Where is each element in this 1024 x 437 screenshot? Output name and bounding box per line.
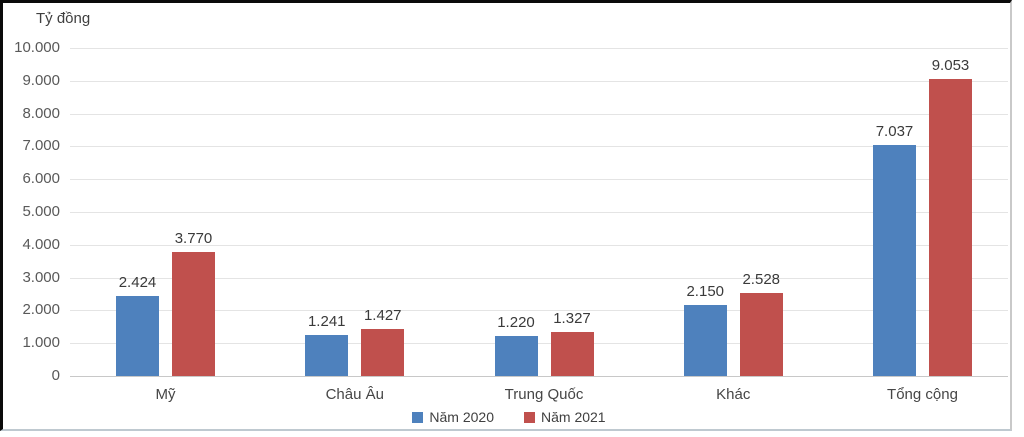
gridline: [70, 244, 1008, 246]
y-tick-label: 7.000: [22, 137, 60, 155]
bar: [305, 335, 349, 376]
bar-value-label: 1.427: [363, 307, 402, 325]
bar-value-label: 1.241: [307, 313, 346, 331]
bar-value-label: 2.150: [686, 283, 725, 301]
legend-item: Năm 2021: [524, 409, 606, 425]
y-tick-label: 0: [51, 367, 60, 384]
bar-value-label: 2.424: [118, 274, 157, 292]
gridline: [70, 179, 1008, 181]
gridline: [70, 80, 1008, 82]
gridline: [70, 310, 1008, 312]
x-category-label: Khác: [716, 386, 751, 403]
legend: Năm 2020 Năm 2021: [3, 409, 1015, 425]
bar: [550, 332, 594, 376]
y-tick-label: 1.000: [22, 334, 60, 352]
bar: [116, 296, 159, 376]
y-tick-label: 5.000: [22, 203, 60, 220]
bar: [172, 252, 215, 376]
gridline: [70, 343, 1008, 345]
legend-swatch: [524, 411, 535, 423]
y-tick-label: 3.000: [22, 268, 60, 286]
gridline: [70, 376, 1008, 377]
gridline: [70, 212, 1008, 213]
gridline: [70, 48, 1008, 49]
bar-value-label: 1.220: [497, 313, 535, 331]
x-category-label: Tổng cộng: [887, 386, 958, 403]
legend-swatch: [412, 411, 424, 423]
bar-value-label: 3.770: [174, 230, 213, 248]
gridline: [70, 146, 1008, 148]
bar: [494, 335, 538, 376]
legend-label: Năm 2020: [429, 409, 494, 425]
bar: [361, 329, 405, 376]
bar-value-label: 7.037: [875, 123, 914, 141]
bar-value-label: 1.327: [553, 310, 591, 328]
y-tick-label: 4.000: [22, 235, 60, 253]
x-category-label: Trung Quốc: [504, 386, 584, 403]
legend-item: Năm 2020: [412, 409, 494, 425]
bar: [929, 79, 972, 376]
y-tick-label: 2.000: [22, 301, 60, 319]
gridline: [70, 113, 1008, 115]
chart-frame: Tỷ đồng 0 1.000 2.000 3.000 4.000 5.000 6.000 7…: [0, 0, 1012, 431]
gridline: [70, 277, 1008, 279]
x-category-label: Châu Âu: [325, 386, 384, 403]
y-tick-label: 9.000: [22, 71, 60, 89]
bar-value-label: 2.528: [742, 271, 781, 289]
bar-value-label: 9.053: [931, 57, 970, 75]
legend-label: Năm 2021: [541, 409, 606, 425]
y-tick-label: 6.000: [22, 170, 60, 188]
bar: [683, 305, 727, 376]
bar: [873, 145, 916, 376]
bar: [739, 293, 783, 376]
y-tick-label: 8.000: [22, 104, 60, 122]
x-category-label: Mỹ: [155, 386, 176, 403]
y-tick-label: 10.000: [14, 39, 60, 56]
y-axis-title: Tỷ đồng: [36, 10, 91, 27]
